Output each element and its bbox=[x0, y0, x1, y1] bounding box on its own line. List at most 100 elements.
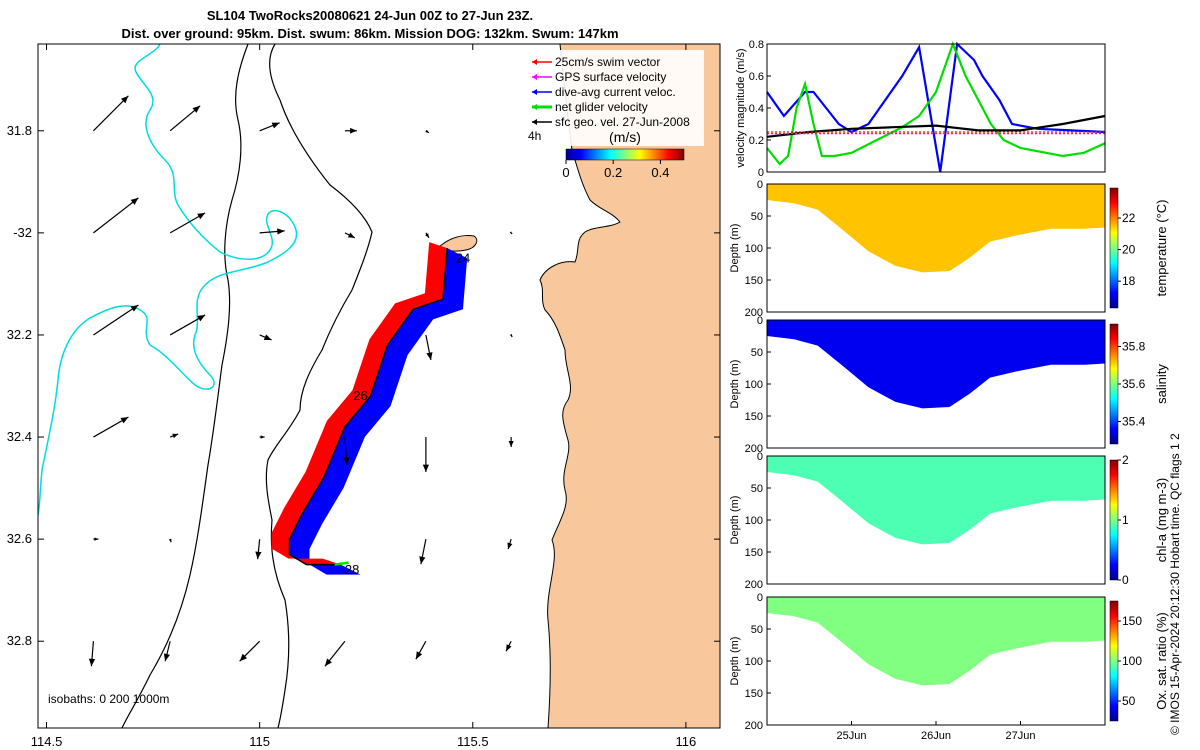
legend-item: dive-avg current veloc. bbox=[532, 85, 676, 99]
speed-colorbar-label: (m/s) bbox=[609, 129, 641, 145]
sfc-geo-velocity-arrow bbox=[324, 640, 346, 667]
legend-background bbox=[528, 50, 704, 146]
depth-tick-label: 0 bbox=[757, 451, 763, 463]
velocity-axis-ticks: 0 0.2 0.4 0.6 0.8 bbox=[749, 39, 771, 179]
sfc-geo-velocity-arrow bbox=[419, 539, 427, 565]
depth-tick-label: 100 bbox=[745, 243, 763, 255]
depth-axis-label: Depth (m) bbox=[729, 224, 741, 273]
isobaths-legend-label: isobaths: 0 200 1000m bbox=[48, 692, 169, 706]
depth-tick-label: 150 bbox=[745, 688, 763, 700]
colorbar-label: temperature (°C) bbox=[1154, 200, 1169, 297]
velocity-series-line bbox=[766, 40, 1106, 166]
map-x-tick-label: 114.5 bbox=[31, 734, 63, 749]
svg-text:25cm/s swim vector: 25cm/s swim vector bbox=[555, 55, 660, 69]
sfc-geo-velocity-arrow bbox=[343, 437, 350, 466]
depth-tick-label: 50 bbox=[751, 211, 763, 223]
sfc-geo-velocity-arrow bbox=[505, 640, 512, 652]
section-colorbar bbox=[1109, 459, 1119, 581]
section-fill bbox=[767, 320, 1105, 409]
speed-colorbar-tick: 0.4 bbox=[651, 165, 669, 180]
day-label-26: 26 bbox=[353, 388, 367, 403]
sfc-geo-velocity-arrow bbox=[415, 640, 427, 660]
sfc-geo-velocity-arrow bbox=[92, 95, 129, 132]
map-y-tick-label: 31.8 bbox=[7, 123, 32, 138]
legend-duration-label: 4h bbox=[528, 129, 541, 143]
isobath-200m bbox=[121, 44, 249, 728]
section-panel-chlorophyll-section: 0 50 100 150 200 Depth (m) 0 1 2 chl-a (mg m-3) bbox=[729, 451, 1169, 591]
swim-vector-band bbox=[271, 242, 448, 565]
map-frame bbox=[37, 43, 721, 729]
map-y-tick-label: 32.6 bbox=[7, 531, 32, 546]
colorbar-tick-label: 1 bbox=[1122, 513, 1129, 527]
map-y-tick-label: 32.4 bbox=[7, 429, 32, 444]
velocity-series-line bbox=[766, 114, 1106, 138]
copyright-footer: © IMOS 15-Apr-2024 20:12:30 Hobart time.… bbox=[1168, 433, 1182, 735]
section-colorbar bbox=[1109, 600, 1119, 722]
isobath-1000m bbox=[38, 44, 298, 516]
colorbar-tick-label: 35.8 bbox=[1122, 340, 1146, 354]
section-fill bbox=[767, 456, 1105, 545]
glider-track bbox=[288, 248, 448, 566]
sfc-geo-velocity-arrow bbox=[425, 129, 430, 134]
depth-tick-label: 200 bbox=[745, 307, 763, 319]
sfc-geo-velocity-arrow bbox=[344, 127, 357, 134]
sfc-geo-velocity-arrow bbox=[344, 232, 356, 239]
sfc-geo-velocity-arrow bbox=[239, 640, 261, 662]
map-panel: 24 26 28 114.5 115 115.5 116 31.8 -32 32.2 32.4 32… bbox=[7, 43, 721, 749]
section-panel-salinity-section: 0 50 100 150 200 Depth (m) 35.4 35.6 35.8 salinit… bbox=[729, 315, 1169, 455]
depth-axis-label: Depth (m) bbox=[729, 360, 741, 409]
sfc-geo-velocity-arrow bbox=[425, 232, 430, 239]
section-panel-oxygen-section: 0 50 100 150 200 Depth (m) 50 100 150 Ox. sat. ra… bbox=[729, 592, 1169, 742]
colorbar-tick-label: 22 bbox=[1122, 211, 1136, 225]
colorbar-tick-label: 150 bbox=[1122, 614, 1142, 628]
speed-colorbar-ticks: 0 0.2 0.4 bbox=[562, 160, 669, 180]
depth-tick-label: 100 bbox=[745, 515, 763, 527]
velocity-series-line bbox=[766, 41, 1106, 173]
map-y-tick-label: -32 bbox=[13, 225, 32, 240]
depth-tick-label: 0 bbox=[757, 315, 763, 327]
map-x-tick-label: 116 bbox=[676, 734, 697, 749]
sfc-geo-velocity-arrow bbox=[93, 416, 129, 438]
isobath-0m bbox=[265, 44, 373, 728]
depth-axis-label: Depth (m) bbox=[729, 496, 741, 545]
velocity-y-tick: 0 bbox=[758, 167, 764, 179]
section-fill bbox=[767, 597, 1105, 686]
colorbar-label: salinity bbox=[1154, 364, 1169, 404]
map-y-tick-label: 32.8 bbox=[7, 633, 32, 648]
depth-tick-label: 150 bbox=[745, 547, 763, 559]
depth-tick-label: 200 bbox=[745, 579, 763, 591]
colorbar-tick-label: 20 bbox=[1122, 243, 1136, 257]
sfc-geo-velocity-arrow bbox=[169, 314, 206, 336]
velocity-series-layer bbox=[766, 40, 1106, 173]
velocity-y-axis-label: velocity magnitude (m/s) bbox=[735, 48, 747, 167]
sfc-geo-velocity-arrow bbox=[508, 437, 514, 448]
map-x-tick-label: 115.5 bbox=[457, 734, 489, 749]
colorbar-tick-label: 50 bbox=[1122, 694, 1136, 708]
sfc-geo-velocity-arrow bbox=[259, 435, 265, 439]
sfc-geo-velocity-arrow bbox=[507, 538, 513, 550]
svg-text:dive-avg current veloc.: dive-avg current veloc. bbox=[555, 85, 676, 99]
depth-tick-label: 50 bbox=[751, 347, 763, 359]
depth-tick-label: 100 bbox=[745, 379, 763, 391]
current-vector-band bbox=[289, 248, 468, 575]
legend-item: sfc geo. vel. 27-Jun-2008 bbox=[532, 115, 690, 129]
velocity-y-tick: 0.6 bbox=[749, 71, 764, 83]
sfc-geo-velocity-arrow bbox=[93, 197, 139, 234]
svg-text:sfc geo. vel. 27-Jun-2008: sfc geo. vel. 27-Jun-2008 bbox=[555, 115, 690, 129]
depth-tick-label: 0 bbox=[757, 592, 763, 604]
velocity-y-tick: 0.4 bbox=[749, 103, 764, 115]
velocity-y-tick: 0.8 bbox=[749, 39, 764, 51]
depth-tick-label: 200 bbox=[745, 443, 763, 455]
chart-title-line2: Dist. over ground: 95km. Dist. swum: 86k… bbox=[121, 26, 619, 41]
depth-tick-label: 200 bbox=[745, 720, 763, 732]
sfc-geo-velocity-arrow bbox=[168, 538, 172, 543]
colorbar-tick-label: 35.6 bbox=[1122, 377, 1146, 391]
section-fill bbox=[767, 184, 1105, 273]
colorbar-tick-label: 2 bbox=[1122, 453, 1129, 467]
section-panel-temperature-section: 0 50 100 150 200 Depth (m) 18 20 22 temperature (… bbox=[729, 179, 1169, 319]
sfc-geo-velocity-arrow bbox=[88, 641, 96, 667]
chart-title-line1: SL104 TwoRocks20080621 24-Jun 00Z to 27-… bbox=[206, 8, 534, 23]
sfc-geo-velocity-arrow bbox=[422, 437, 430, 473]
